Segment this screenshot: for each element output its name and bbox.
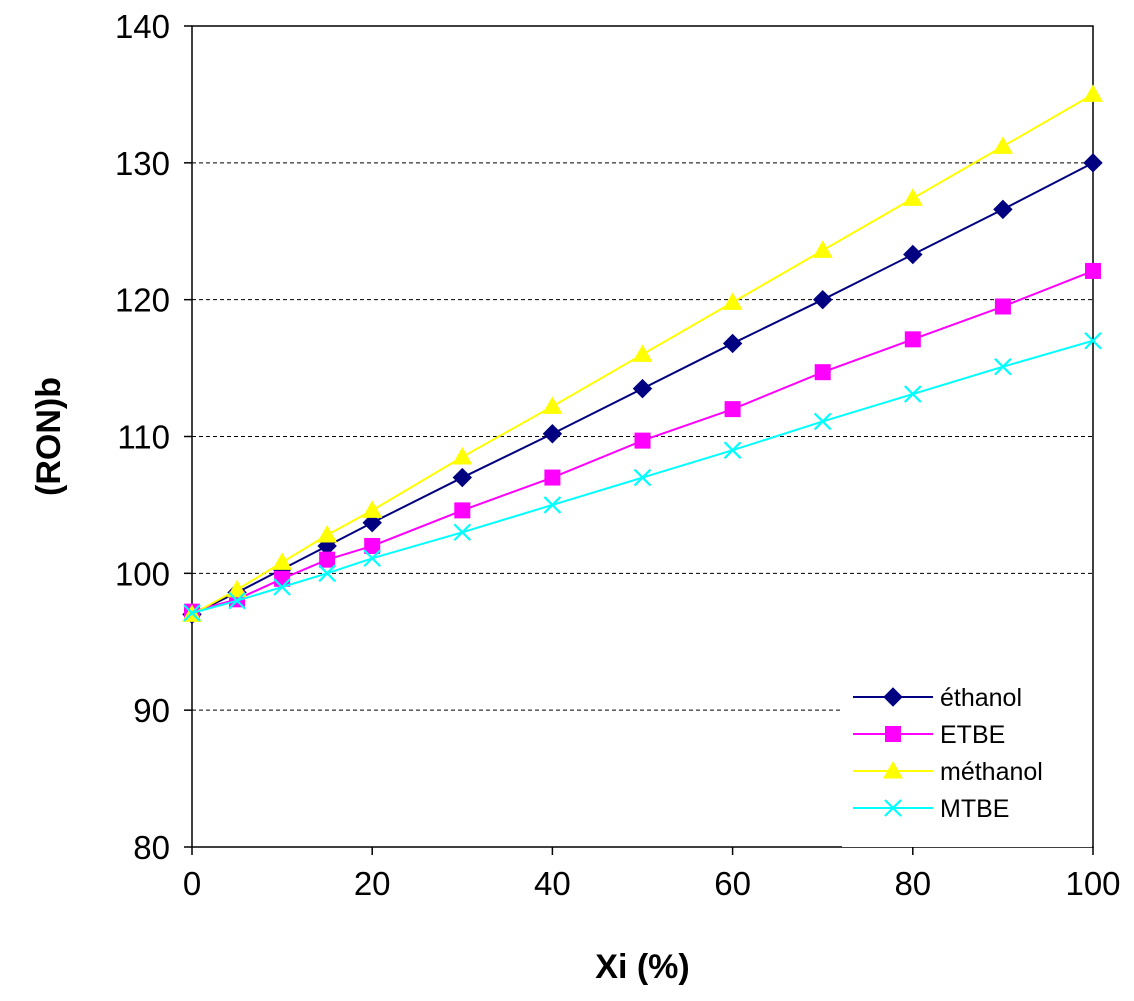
data-point bbox=[904, 385, 922, 403]
data-point bbox=[363, 549, 381, 568]
legend-label: éthanol bbox=[940, 684, 1022, 712]
legend-item: ETBE bbox=[853, 721, 1005, 749]
marker-stroke bbox=[183, 604, 201, 622]
series-3 bbox=[183, 331, 1102, 622]
series-1 bbox=[184, 262, 1101, 620]
marker-stroke bbox=[453, 523, 472, 542]
data-point bbox=[228, 591, 246, 610]
legend: éthanol ETBE méthanol MTBE bbox=[842, 683, 1092, 847]
data-point bbox=[632, 344, 653, 362]
marker-stroke bbox=[904, 385, 922, 403]
data-point bbox=[318, 564, 336, 583]
marker-stroke bbox=[884, 799, 902, 817]
x-tick-label: 60 bbox=[714, 865, 751, 902]
y-tick-label: 90 bbox=[133, 692, 170, 729]
marker-stroke bbox=[994, 357, 1012, 376]
legend-item: éthanol bbox=[853, 684, 1022, 712]
data-point bbox=[634, 432, 651, 449]
data-point bbox=[364, 537, 381, 554]
legend-marker bbox=[884, 799, 902, 817]
data-point bbox=[902, 188, 923, 206]
data-point bbox=[812, 289, 833, 310]
data-point bbox=[543, 496, 562, 514]
data-point bbox=[454, 502, 471, 519]
data-point bbox=[633, 468, 652, 487]
data-point bbox=[904, 331, 921, 348]
data-point bbox=[813, 412, 832, 431]
legend-item: MTBE bbox=[853, 795, 1009, 823]
x-tick-label: 40 bbox=[534, 865, 571, 902]
y-tick-label: 120 bbox=[115, 282, 170, 319]
data-point bbox=[452, 447, 473, 465]
legend-label: ETBE bbox=[940, 721, 1005, 749]
y-tick-label: 80 bbox=[133, 829, 170, 866]
y-axis-title: (RON)b bbox=[30, 377, 68, 496]
marker-stroke bbox=[723, 441, 742, 459]
y-tick-label: 140 bbox=[115, 8, 170, 45]
legend-background bbox=[842, 683, 1092, 847]
x-tick-label: 80 bbox=[894, 865, 931, 902]
data-point bbox=[1083, 153, 1103, 173]
data-point bbox=[814, 364, 831, 381]
data-point bbox=[1083, 84, 1103, 102]
data-point bbox=[362, 500, 383, 518]
y-tick-label: 130 bbox=[115, 145, 170, 182]
marker-stroke bbox=[228, 591, 246, 610]
axis-ticks: 80 90 100 110 120 130 140 0 20 40 60 80 100 bbox=[115, 8, 1121, 902]
series-group bbox=[182, 84, 1103, 625]
marker-stroke bbox=[543, 496, 562, 514]
series-2 bbox=[182, 84, 1103, 622]
data-point bbox=[903, 244, 923, 265]
data-point bbox=[722, 333, 743, 354]
marker-stroke bbox=[1084, 331, 1102, 350]
data-point bbox=[453, 523, 472, 542]
data-point bbox=[994, 298, 1011, 315]
data-point bbox=[319, 551, 336, 568]
data-point bbox=[362, 512, 382, 533]
data-point bbox=[452, 467, 473, 488]
legend-marker bbox=[883, 687, 903, 707]
data-point bbox=[994, 357, 1012, 376]
data-point bbox=[542, 396, 563, 414]
y-tick-label: 100 bbox=[115, 555, 170, 592]
data-point bbox=[183, 604, 201, 622]
x-tick-label: 20 bbox=[354, 865, 391, 902]
data-point bbox=[724, 401, 741, 418]
legend-item: méthanol bbox=[853, 758, 1043, 786]
legend-label: MTBE bbox=[940, 795, 1009, 823]
data-point bbox=[227, 579, 248, 598]
y-tick-label: 110 bbox=[117, 419, 170, 456]
marker-stroke bbox=[363, 549, 381, 568]
data-point bbox=[632, 378, 653, 399]
data-point bbox=[542, 424, 563, 444]
data-point bbox=[273, 578, 291, 596]
data-point bbox=[992, 136, 1013, 154]
data-point bbox=[723, 441, 742, 459]
legend-marker bbox=[885, 726, 901, 742]
x-axis-title: Xi (%) bbox=[595, 948, 689, 986]
x-tick-label: 100 bbox=[1065, 865, 1120, 902]
data-point bbox=[317, 525, 338, 543]
data-point bbox=[993, 199, 1013, 220]
data-point bbox=[722, 292, 743, 310]
marker-stroke bbox=[633, 468, 652, 487]
data-point bbox=[544, 469, 561, 486]
legend-label: méthanol bbox=[940, 758, 1043, 786]
marker-stroke bbox=[273, 578, 291, 596]
data-point bbox=[1085, 262, 1101, 279]
data-point bbox=[1084, 331, 1102, 350]
x-tick-label: 0 bbox=[183, 865, 201, 902]
data-point bbox=[272, 552, 293, 570]
marker-stroke bbox=[813, 412, 832, 431]
data-point bbox=[812, 240, 833, 258]
legend-marker bbox=[883, 761, 903, 779]
marker-stroke bbox=[318, 564, 336, 583]
